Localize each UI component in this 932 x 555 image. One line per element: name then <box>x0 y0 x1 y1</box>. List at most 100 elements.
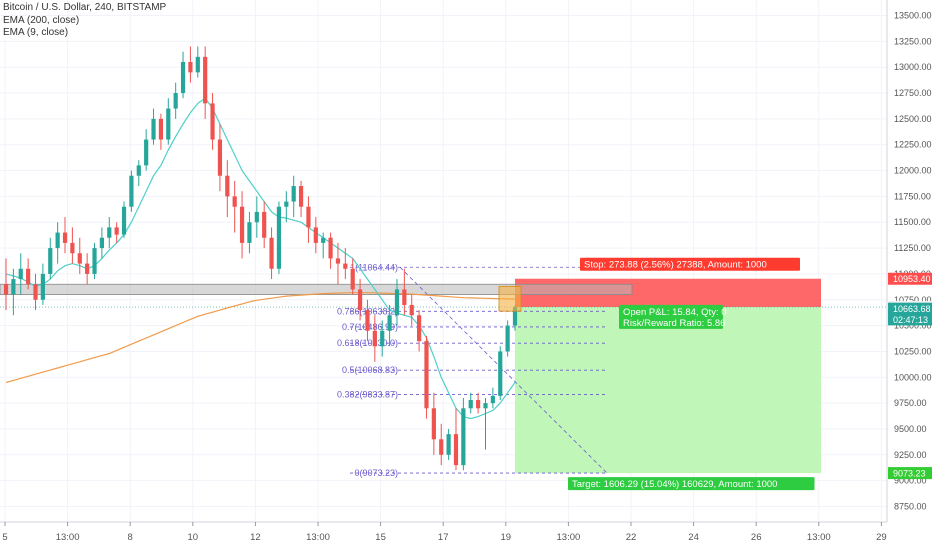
fib-label: 0.7(10486.99) <box>342 322 398 332</box>
x-tick-label: 5 <box>2 532 7 543</box>
candle <box>203 46 208 119</box>
fib-label: 0.618(10330.0) <box>337 338 398 348</box>
y-tick-label: 9000.00 <box>894 476 927 486</box>
candle-body <box>453 434 459 466</box>
ema200-line <box>5 292 516 384</box>
candle <box>144 129 149 171</box>
y-tick-label: 13250.00 <box>894 36 932 46</box>
candle-body <box>77 253 82 264</box>
stop-label-bg <box>580 257 800 271</box>
y-tick-label: 11500.00 <box>894 217 931 227</box>
candle <box>387 304 392 347</box>
candle <box>417 310 422 352</box>
candle <box>11 268 16 316</box>
candle <box>18 253 23 295</box>
ema9-line <box>5 97 516 420</box>
candle <box>3 258 9 311</box>
candle-body <box>409 304 414 316</box>
price-tag-bg <box>888 272 932 285</box>
candle-body <box>144 139 149 166</box>
candle-body <box>121 206 127 235</box>
candle-body <box>217 139 223 176</box>
candle-body <box>394 289 400 316</box>
target-zone <box>515 307 821 474</box>
x-tick-label: 12 <box>250 532 261 543</box>
candle <box>262 201 267 249</box>
price-tag: 10663.68 <box>893 304 931 314</box>
candle <box>439 423 444 466</box>
candle-body <box>11 279 16 295</box>
candle-body <box>166 108 171 140</box>
candle-body <box>254 211 259 223</box>
candle-body <box>505 325 510 352</box>
y-tick-label: 12750.00 <box>894 88 932 98</box>
candle <box>365 299 370 342</box>
target-label: Target: 1606.29 (15.04%) 160629, Amount:… <box>572 479 777 490</box>
y-tick-label: 10750.00 <box>894 295 932 305</box>
indicator-ema9[interactable]: EMA (9, close) <box>3 27 69 38</box>
candle-body <box>40 273 45 300</box>
candle-body <box>350 268 355 290</box>
candle-body <box>476 400 481 409</box>
indicator-ema200[interactable]: EMA (200, close) <box>3 14 80 26</box>
y-tick-label: 13000.00 <box>894 62 932 72</box>
candle <box>254 196 259 238</box>
candle-body <box>512 306 518 326</box>
candle <box>217 124 223 192</box>
candle-body <box>33 284 38 300</box>
candle <box>394 279 400 326</box>
x-tick-label: 29 <box>876 532 887 543</box>
candle-body <box>298 186 304 207</box>
candle-body <box>3 284 9 295</box>
candle-body <box>99 237 104 249</box>
candle-body <box>18 268 23 280</box>
candle-body <box>365 310 370 331</box>
candle-body <box>446 434 451 455</box>
fib-label: 0.5(10068.83) <box>342 365 398 375</box>
candle <box>210 93 215 150</box>
candle <box>321 232 326 259</box>
price-tag-bg <box>888 302 932 315</box>
candle-body <box>247 222 252 243</box>
candle <box>77 237 82 274</box>
x-tick-label: 22 <box>626 532 637 543</box>
stop-label: Stop: 273.88 (2.56%) 27388, Amount: 1000 <box>584 260 767 271</box>
candle <box>114 222 119 243</box>
candle-body <box>262 211 267 238</box>
price-tag: 9073.23 <box>893 469 926 479</box>
candle-body <box>424 341 429 409</box>
target-label-bg <box>568 477 815 491</box>
price-tag: 10953.40 <box>893 274 931 284</box>
candle-body <box>107 227 112 238</box>
x-tick-label: 19 <box>501 532 512 543</box>
rr-label: Risk/Reward Ratio: 5.86 <box>623 318 725 329</box>
candle <box>409 294 414 326</box>
candle <box>461 397 466 471</box>
candle-body <box>151 118 156 140</box>
y-tick-label: 9500.00 <box>894 424 927 434</box>
entry-marker <box>498 285 522 312</box>
candle-body <box>313 227 318 243</box>
x-tick-label: 13:00 <box>56 532 80 543</box>
y-tick-label: 9250.00 <box>894 450 927 460</box>
candle-body <box>188 62 193 73</box>
candle <box>453 408 459 471</box>
candle-body <box>306 206 311 228</box>
candle <box>476 392 481 414</box>
y-tick-label: 12500.00 <box>894 114 932 124</box>
candle <box>158 113 164 150</box>
x-tick-label: 13:00 <box>807 532 831 543</box>
price-tag-bg <box>888 313 932 326</box>
candle-body <box>158 118 164 140</box>
candle <box>225 160 230 218</box>
candle <box>380 320 385 357</box>
pnl-box <box>619 304 723 329</box>
candle-body <box>129 175 134 207</box>
pnl-label: Open P&L: 15.84, Qty: 0 <box>623 307 727 318</box>
candle <box>328 232 333 269</box>
y-tick-label: 11750.00 <box>894 191 931 201</box>
candle-body <box>291 186 296 202</box>
candle-body <box>417 315 422 342</box>
